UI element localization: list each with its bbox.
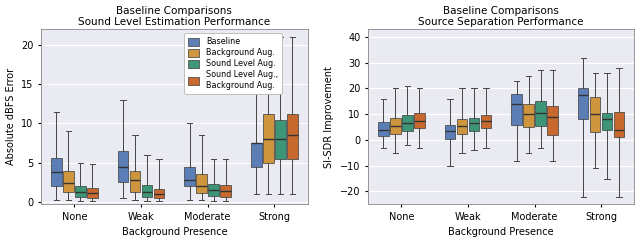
PathPatch shape — [445, 124, 455, 139]
Title: Baseline Comparisons
Sound Level Estimation Performance: Baseline Comparisons Sound Level Estimat… — [78, 6, 271, 27]
PathPatch shape — [468, 118, 479, 131]
PathPatch shape — [402, 115, 413, 131]
PathPatch shape — [220, 185, 231, 197]
PathPatch shape — [590, 97, 600, 132]
PathPatch shape — [184, 167, 195, 186]
PathPatch shape — [524, 104, 534, 127]
PathPatch shape — [535, 101, 546, 126]
PathPatch shape — [547, 106, 558, 135]
PathPatch shape — [481, 115, 491, 128]
PathPatch shape — [614, 112, 625, 137]
PathPatch shape — [602, 113, 612, 130]
Title: Baseline Comparisons
Source Separation Performance: Baseline Comparisons Source Separation P… — [419, 6, 584, 27]
PathPatch shape — [130, 171, 140, 192]
PathPatch shape — [154, 189, 164, 198]
PathPatch shape — [414, 113, 424, 128]
PathPatch shape — [511, 94, 522, 124]
PathPatch shape — [63, 171, 74, 192]
X-axis label: Background Presence: Background Presence — [122, 227, 227, 237]
PathPatch shape — [87, 188, 98, 198]
PathPatch shape — [51, 158, 61, 186]
PathPatch shape — [196, 174, 207, 193]
PathPatch shape — [287, 114, 298, 159]
Y-axis label: Absolute dBFS Error: Absolute dBFS Error — [6, 68, 15, 165]
PathPatch shape — [578, 88, 588, 119]
PathPatch shape — [142, 185, 152, 197]
Legend: Baseline, Background Aug., Sound Level Aug., Sound Level Aug.,
Background Aug.: Baseline, Background Aug., Sound Level A… — [184, 33, 282, 94]
Y-axis label: SI-SDR Improvement: SI-SDR Improvement — [324, 66, 334, 168]
PathPatch shape — [75, 186, 86, 197]
PathPatch shape — [390, 118, 401, 133]
PathPatch shape — [378, 122, 388, 136]
PathPatch shape — [251, 143, 262, 167]
PathPatch shape — [275, 120, 285, 159]
PathPatch shape — [209, 184, 219, 196]
PathPatch shape — [456, 119, 467, 133]
X-axis label: Background Presence: Background Presence — [449, 227, 554, 237]
PathPatch shape — [118, 151, 129, 182]
PathPatch shape — [263, 114, 273, 163]
